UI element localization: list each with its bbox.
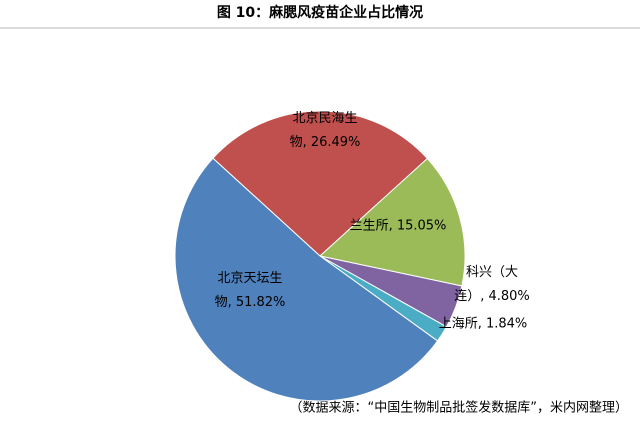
data-label: 上海所, 1.84% (439, 317, 528, 332)
label-line: 物, 26.49% (290, 135, 361, 150)
data-label: 兰生所, 15.05% (350, 219, 447, 234)
label-line: 北京民海生 (292, 111, 357, 126)
data-label: 科兴（大连）, 4.80% (454, 265, 530, 304)
data-label: 北京天坛生物, 51.82% (215, 271, 286, 310)
label-line: 连）, 4.80% (454, 288, 530, 304)
data-label: 北京民海生物, 26.49% (290, 111, 361, 150)
label-line: 科兴（大 (466, 265, 518, 280)
pie-slice (212, 110, 429, 257)
pie-slice (318, 157, 466, 287)
label-line: 北京天坛生 (217, 271, 282, 286)
chart-title: 图 10：麻腮风疫苗企业占比情况 (217, 4, 423, 21)
source-note: （数据来源：“中国生物制品批签发数据库”，米内网整理） (290, 400, 628, 416)
label-line: 物, 51.82% (215, 295, 286, 310)
pie-slice (174, 157, 439, 402)
